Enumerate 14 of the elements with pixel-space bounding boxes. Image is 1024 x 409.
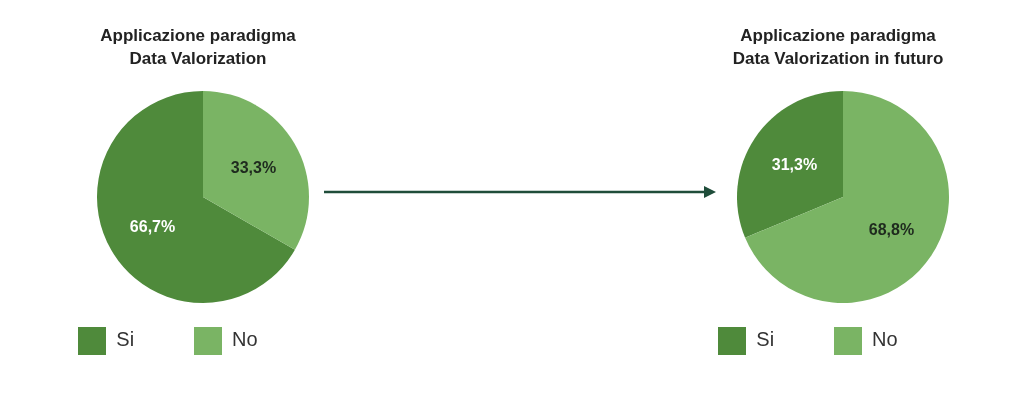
legend-label: Si	[116, 328, 135, 351]
chart-title: Applicazione paradigma Data Valorization in futuro	[731, 25, 945, 70]
data-label: 66,7%	[129, 217, 176, 235]
data-label: 31,3%	[771, 156, 818, 174]
legend-label: No	[232, 328, 258, 351]
legend-label: Si	[756, 328, 775, 351]
pie-slice	[97, 91, 295, 303]
data-label: 68,8%	[868, 220, 915, 238]
pie-slice	[203, 91, 309, 250]
legend-label: No	[872, 328, 898, 351]
data-label: 33,3%	[230, 159, 277, 177]
pie-slice	[737, 91, 843, 238]
pie-slice	[745, 91, 949, 303]
chart-title: Applicazione paradigma Data Valorization	[99, 25, 297, 70]
